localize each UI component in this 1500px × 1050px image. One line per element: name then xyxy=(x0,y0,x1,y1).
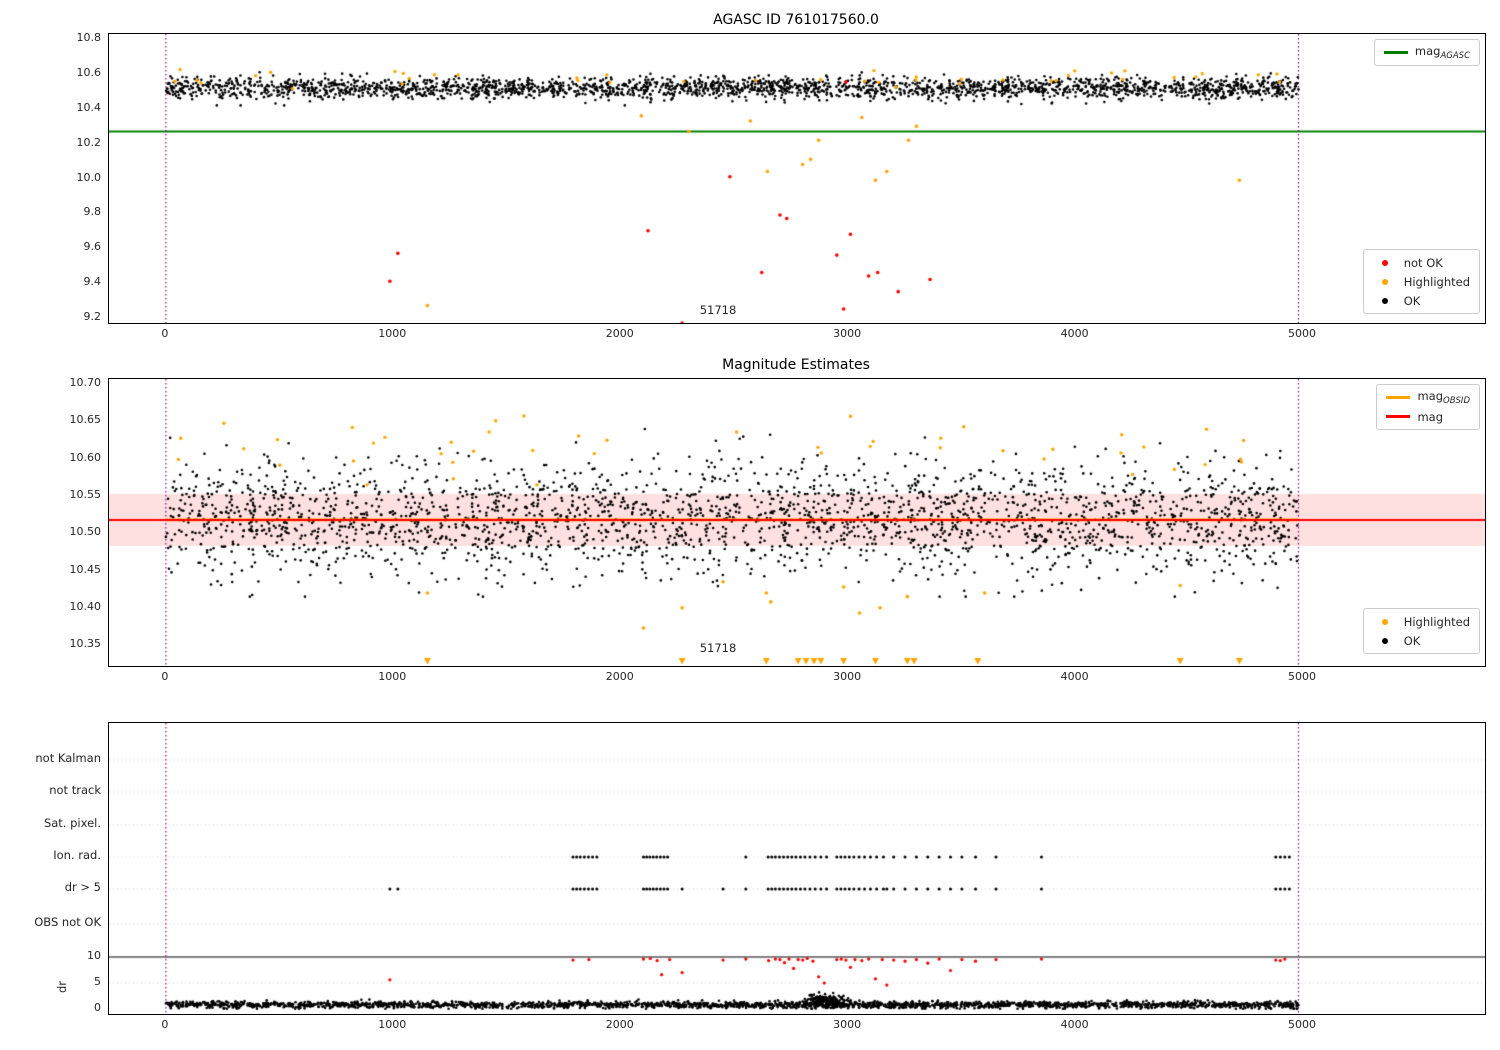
x-tick-label: 3000 xyxy=(833,670,862,683)
marker-swatch xyxy=(1386,415,1411,418)
y-tick-label: 9.8 xyxy=(83,205,102,219)
dr-tick-label: 5 xyxy=(94,974,101,988)
flag-category-label: not track xyxy=(49,782,101,797)
y-tick-label: 10.60 xyxy=(69,450,102,464)
middle-plot-canvas xyxy=(109,379,1485,666)
marker-swatch xyxy=(1386,396,1411,399)
legend-dot-marker xyxy=(1373,297,1397,304)
x-tick-label: 4000 xyxy=(1060,1018,1089,1031)
legend-label: magOBSID xyxy=(1417,389,1470,406)
legend-entry: OK xyxy=(1373,293,1470,308)
flag-category-label: dr > 5 xyxy=(64,879,101,894)
top-plot-title: AGASC ID 761017560.0 xyxy=(713,12,879,28)
y-tick-label: 10.35 xyxy=(69,637,102,651)
x-tick-label: 2000 xyxy=(605,670,634,683)
y-tick-label: 10.6 xyxy=(76,66,102,80)
y-tick-label: 9.2 xyxy=(83,309,102,323)
legend-label: OK xyxy=(1403,633,1421,648)
y-tick-label: 10.45 xyxy=(69,562,102,576)
middle-plot xyxy=(108,378,1486,667)
legend-label: not OK xyxy=(1403,255,1443,270)
x-tick-label: 3000 xyxy=(833,1018,862,1031)
x-tick-label: 5000 xyxy=(1288,670,1317,683)
legend-label-subscript: OBSID xyxy=(1443,396,1470,406)
legend-label: Highlighted xyxy=(1403,274,1470,289)
legend-entry: Highlighted xyxy=(1373,274,1470,289)
legend: Highlighted OK xyxy=(1362,608,1480,654)
y-tick-label: 10.8 xyxy=(76,31,102,45)
flag-category-label: OBS not OK xyxy=(34,914,101,929)
flag-category-label: Ion. rad. xyxy=(53,848,101,862)
x-tick-label: 1000 xyxy=(378,327,407,340)
legend-dot-marker xyxy=(1373,278,1397,285)
legend-label-subscript: AGASC xyxy=(1440,51,1470,61)
x-tick-label: 4000 xyxy=(1060,327,1089,340)
marker-swatch xyxy=(1381,297,1388,304)
x-tick-label: 1000 xyxy=(378,1018,407,1031)
flag-category-label: Sat. pixel. xyxy=(43,815,101,830)
marker-swatch xyxy=(1381,637,1388,644)
y-tick-label: 10.65 xyxy=(69,413,102,427)
legend-line-marker xyxy=(1386,415,1411,418)
y-tick-label: 9.4 xyxy=(83,274,102,288)
marker-swatch xyxy=(1381,278,1388,285)
marker-swatch xyxy=(1383,51,1408,54)
legend-entry: magAGASC xyxy=(1383,44,1470,61)
x-tick-label: 3000 xyxy=(833,327,862,340)
marker-swatch xyxy=(1381,618,1388,625)
legend-entry: not OK xyxy=(1373,255,1470,270)
dr-tick-label: 0 xyxy=(94,1000,101,1014)
legend: magOBSID mag xyxy=(1376,384,1480,430)
bottom-plot xyxy=(108,722,1486,1015)
dr-axis-label: dr xyxy=(55,980,70,994)
legend-label: mag xyxy=(1417,409,1444,424)
legend-label: Highlighted xyxy=(1403,614,1470,629)
obsid-annotation-top: 51718 xyxy=(699,303,737,317)
x-tick-label: 2000 xyxy=(605,327,634,340)
legend-entry: magOBSID xyxy=(1386,389,1470,406)
middle-plot-title: Magnitude Estimates xyxy=(722,357,870,373)
legend-line-marker xyxy=(1386,396,1411,399)
legend-entry: Highlighted xyxy=(1373,614,1470,629)
x-tick-label: 5000 xyxy=(1288,1018,1317,1031)
marker-swatch xyxy=(1381,259,1388,266)
x-tick-label: 0 xyxy=(161,670,169,683)
flag-category-label: not Kalman xyxy=(35,750,101,765)
x-tick-label: 2000 xyxy=(605,1018,634,1031)
y-tick-label: 10.55 xyxy=(69,488,102,502)
y-tick-label: 9.6 xyxy=(83,240,102,254)
legend-label: OK xyxy=(1403,293,1421,308)
y-tick-label: 10.2 xyxy=(76,135,102,149)
dr-tick-label: 10 xyxy=(87,948,101,962)
x-tick-label: 1000 xyxy=(378,670,407,683)
y-tick-label: 10.0 xyxy=(76,170,102,184)
bottom-plot-canvas xyxy=(109,723,1485,1014)
x-tick-label: 0 xyxy=(161,1018,169,1031)
legend: not OK Highlighted OK xyxy=(1362,249,1480,314)
y-tick-label: 10.50 xyxy=(69,525,102,539)
x-tick-label: 5000 xyxy=(1288,327,1317,340)
legend-dot-marker xyxy=(1373,618,1397,625)
legend-line-marker xyxy=(1383,51,1408,54)
x-tick-label: 4000 xyxy=(1060,670,1089,683)
top-plot xyxy=(108,33,1486,324)
legend: magAGASC xyxy=(1373,39,1480,66)
y-tick-label: 10.70 xyxy=(69,376,102,390)
legend-dot-marker xyxy=(1373,637,1397,644)
legend-entry: OK xyxy=(1373,633,1470,648)
y-tick-label: 10.4 xyxy=(76,100,102,114)
x-tick-label: 0 xyxy=(161,327,169,340)
legend-label: magAGASC xyxy=(1414,44,1470,61)
y-tick-label: 10.40 xyxy=(69,599,102,613)
top-plot-canvas xyxy=(109,34,1485,323)
legend-entry: mag xyxy=(1386,409,1470,424)
legend-dot-marker xyxy=(1373,259,1397,266)
obsid-annotation-middle: 51718 xyxy=(699,641,737,655)
